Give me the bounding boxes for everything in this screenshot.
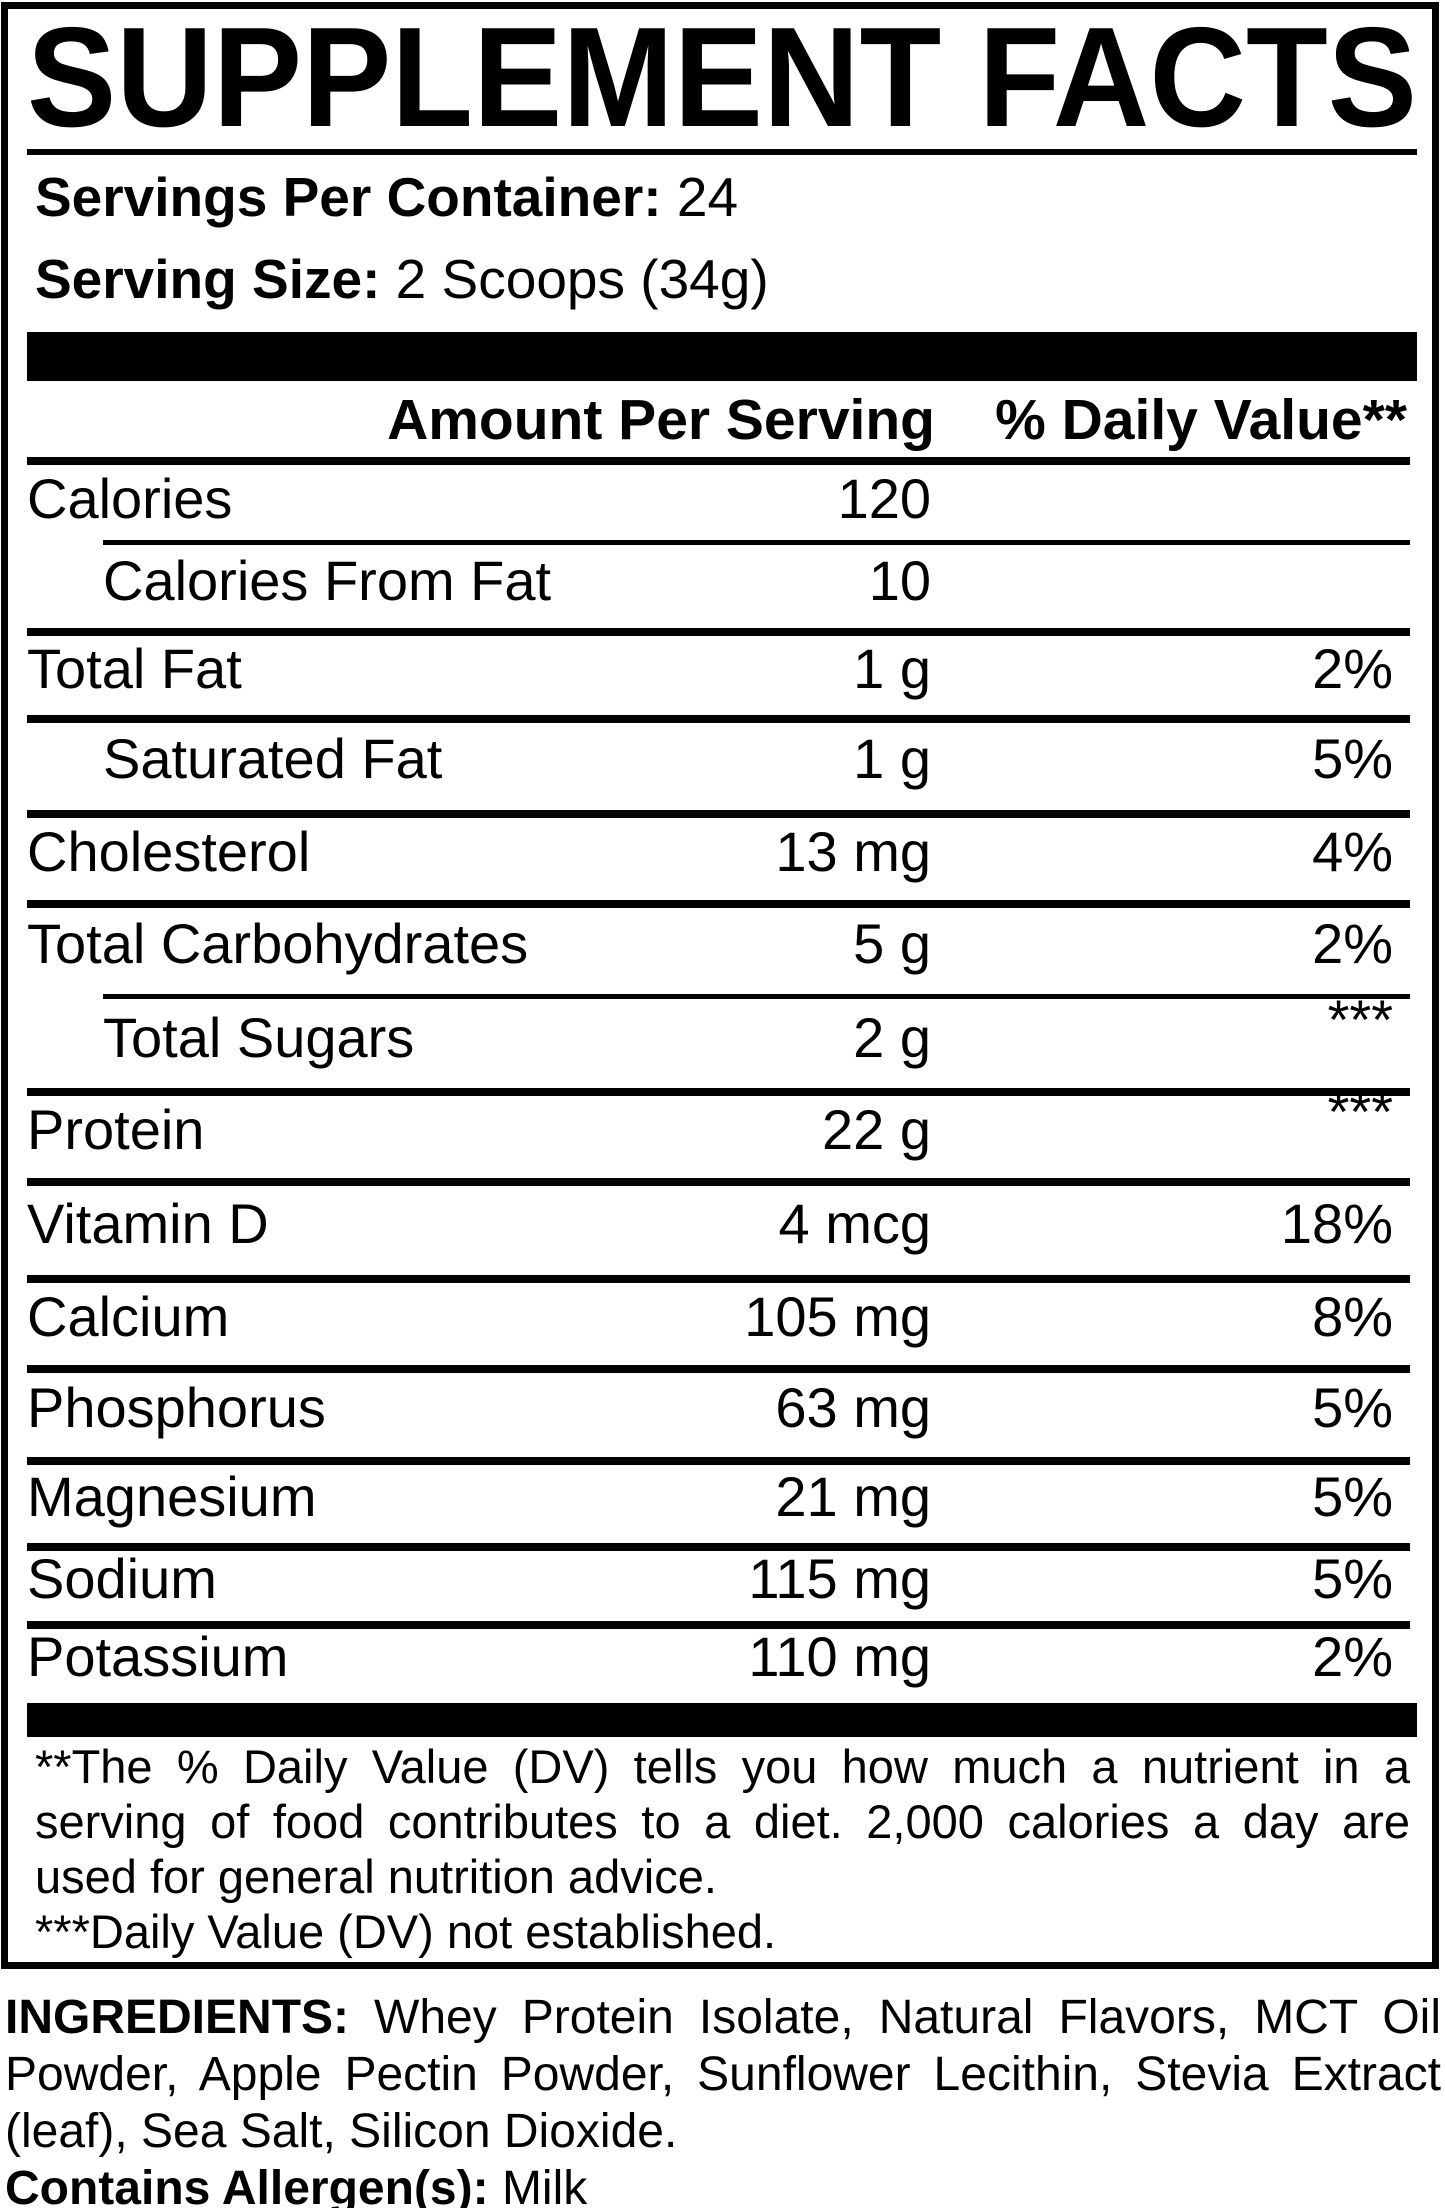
nutrient-daily-value: 18% — [1280, 1192, 1393, 1255]
servings-label: Servings Per Container: — [35, 166, 662, 228]
row-separator-line — [27, 1365, 1410, 1373]
nutrient-name: Phosphorus — [27, 1376, 326, 1439]
bottom-black-bar — [27, 1703, 1417, 1737]
nutrient-amount: 2 g — [853, 1006, 931, 1069]
row-separator-line — [27, 715, 1410, 723]
page-title: SUPPLEMENT FACTS — [27, 20, 1417, 136]
nutrient-row: Potassium 110 mg 2% — [27, 1624, 1410, 1690]
row-separator-line — [27, 1275, 1410, 1283]
nutrient-amount: 110 mg — [748, 1625, 931, 1688]
nutrient-name: Cholesterol — [27, 820, 311, 883]
nutrient-daily-value: 4% — [1312, 820, 1393, 883]
serving-size-value: 2 Scoops (34g) — [395, 248, 769, 310]
amount-per-serving-header: Amount Per Serving — [387, 388, 935, 452]
allergen-line: Contains Allergen(s): Milk — [5, 2160, 1441, 2208]
row-separator-line — [27, 810, 1410, 818]
nutrient-name: Potassium — [27, 1625, 289, 1688]
footnote-line: ***Daily Value (DV) not established. — [35, 1905, 777, 1958]
row-separator-line — [27, 1178, 1410, 1186]
spacer — [380, 248, 395, 310]
ingredients-line: INGREDIENTS: Whey Protein Isolate, Natur… — [5, 1989, 1441, 2046]
nutrient-name: Total Fat — [27, 637, 242, 700]
nutrient-row: Calories From Fat 10 — [27, 548, 1410, 614]
nutrient-row: Protein 22 g *** — [27, 1080, 1410, 1163]
nutrient-row: Calories 120 — [27, 466, 1410, 532]
nutrient-name: Vitamin D — [27, 1192, 269, 1255]
nutrient-name: Calories From Fat — [103, 549, 552, 612]
nutrient-amount: 13 mg — [775, 820, 931, 883]
nutrient-amount: 115 mg — [748, 1547, 931, 1610]
nutrient-daily-value: 8% — [1312, 1285, 1393, 1348]
servings-value: 24 — [676, 166, 739, 228]
nutrient-name: Sodium — [27, 1547, 217, 1610]
nutrient-amount: 1 g — [853, 637, 931, 700]
nutrient-row: Total Carbohydrates 5 g 2% — [27, 911, 1410, 977]
nutrient-amount: 4 mcg — [778, 1192, 932, 1255]
nutrient-name: Saturated Fat — [103, 727, 443, 790]
nutrient-name: Protein — [27, 1098, 205, 1161]
footnote-line: **The % Daily Value (DV) tells you how m… — [35, 1740, 1410, 1793]
daily-value-header: % Daily Value** — [995, 388, 1407, 452]
nutrient-amount: 5 g — [853, 912, 931, 975]
nutrient-amount: 22 g — [822, 1098, 931, 1161]
ingredients-section: INGREDIENTS: Whey Protein Isolate, Natur… — [5, 1989, 1441, 2208]
nutrient-daily-value: 2% — [1312, 912, 1393, 975]
row-separator-line — [27, 1457, 1410, 1465]
nutrient-row: Saturated Fat 1 g 5% — [27, 726, 1410, 792]
nutrient-daily-value: 2% — [1312, 637, 1393, 700]
nutrient-daily-value: 5% — [1312, 1465, 1393, 1528]
nutrient-amount: 105 mg — [744, 1285, 931, 1348]
label-border — [1, 2, 1439, 1969]
nutrient-row: Magnesium 21 mg 5% — [27, 1464, 1410, 1530]
nutrient-amount: 21 mg — [775, 1465, 931, 1528]
nutrient-name: Calories — [27, 467, 233, 530]
allergen-value: Milk — [501, 2162, 588, 2208]
footnote-line: used for general nutrition advice. — [35, 1850, 717, 1903]
row-separator-line — [103, 994, 1410, 999]
nutrient-daily-value: 5% — [1312, 1376, 1393, 1439]
ingredients-label: INGREDIENTS: — [5, 1991, 350, 2044]
serving-size-label: Serving Size: — [35, 248, 381, 310]
nutrient-name: Calcium — [27, 1285, 230, 1348]
nutrient-amount: 63 mg — [775, 1376, 931, 1439]
nutrient-row: Cholesterol 13 mg 4% — [27, 819, 1410, 885]
title-graphic: SUPPLEMENT FACTS — [27, 20, 1417, 136]
nutrient-amount: 1 g — [853, 727, 931, 790]
row-separator-line — [27, 1088, 1410, 1096]
allergen-label: Contains Allergen(s): — [5, 2162, 489, 2208]
nutrient-row: Total Fat 1 g 2% — [27, 636, 1410, 702]
servings-per-container-line: Servings Per Container: 24 — [35, 167, 738, 227]
nutrient-daily-value: 5% — [1312, 727, 1393, 790]
footnote-line: serving of food contributes to a diet. 2… — [35, 1795, 1410, 1848]
nutrient-name: Total Sugars — [103, 1006, 415, 1069]
spacer — [662, 166, 677, 228]
nutrient-row: Vitamin D 4 mcg 18% — [27, 1191, 1410, 1257]
nutrient-row: Phosphorus 63 mg 5% — [27, 1375, 1410, 1441]
nutrient-row: Total Sugars 2 g *** — [27, 988, 1410, 1071]
nutrient-name: Total Carbohydrates — [27, 912, 529, 975]
nutrient-amount: 10 — [868, 549, 931, 612]
row-separator-line — [27, 628, 1410, 636]
row-separator-line — [27, 900, 1410, 908]
ingredients-text: Whey Protein Isolate, Natural Flavors, M… — [349, 1991, 1441, 2044]
nutrient-amount: 120 — [837, 467, 931, 530]
ingredients-line: (leaf), Sea Salt, Silicon Dioxide. — [5, 2105, 678, 2158]
nutrient-name: Magnesium — [27, 1465, 317, 1528]
spacer — [489, 2162, 502, 2208]
row-separator-line — [27, 1543, 1410, 1551]
nutrient-row: Calcium 105 mg 8% — [27, 1284, 1410, 1350]
row-separator-line — [27, 1621, 1410, 1629]
nutrient-row: Sodium 115 mg 5% — [27, 1546, 1410, 1612]
row-separator-line — [103, 540, 1410, 545]
title-underline — [27, 149, 1417, 155]
ingredients-line: Powder, Apple Pectin Powder, Sunflower L… — [5, 2048, 1441, 2101]
footnotes: **The % Daily Value (DV) tells you how m… — [35, 1739, 1410, 1959]
serving-size-line: Serving Size: 2 Scoops (34g) — [35, 249, 769, 309]
top-black-bar — [27, 332, 1417, 381]
nutrient-daily-value: 5% — [1312, 1547, 1393, 1610]
nutrient-daily-value: 2% — [1312, 1625, 1393, 1688]
row-separator-line — [27, 457, 1410, 465]
